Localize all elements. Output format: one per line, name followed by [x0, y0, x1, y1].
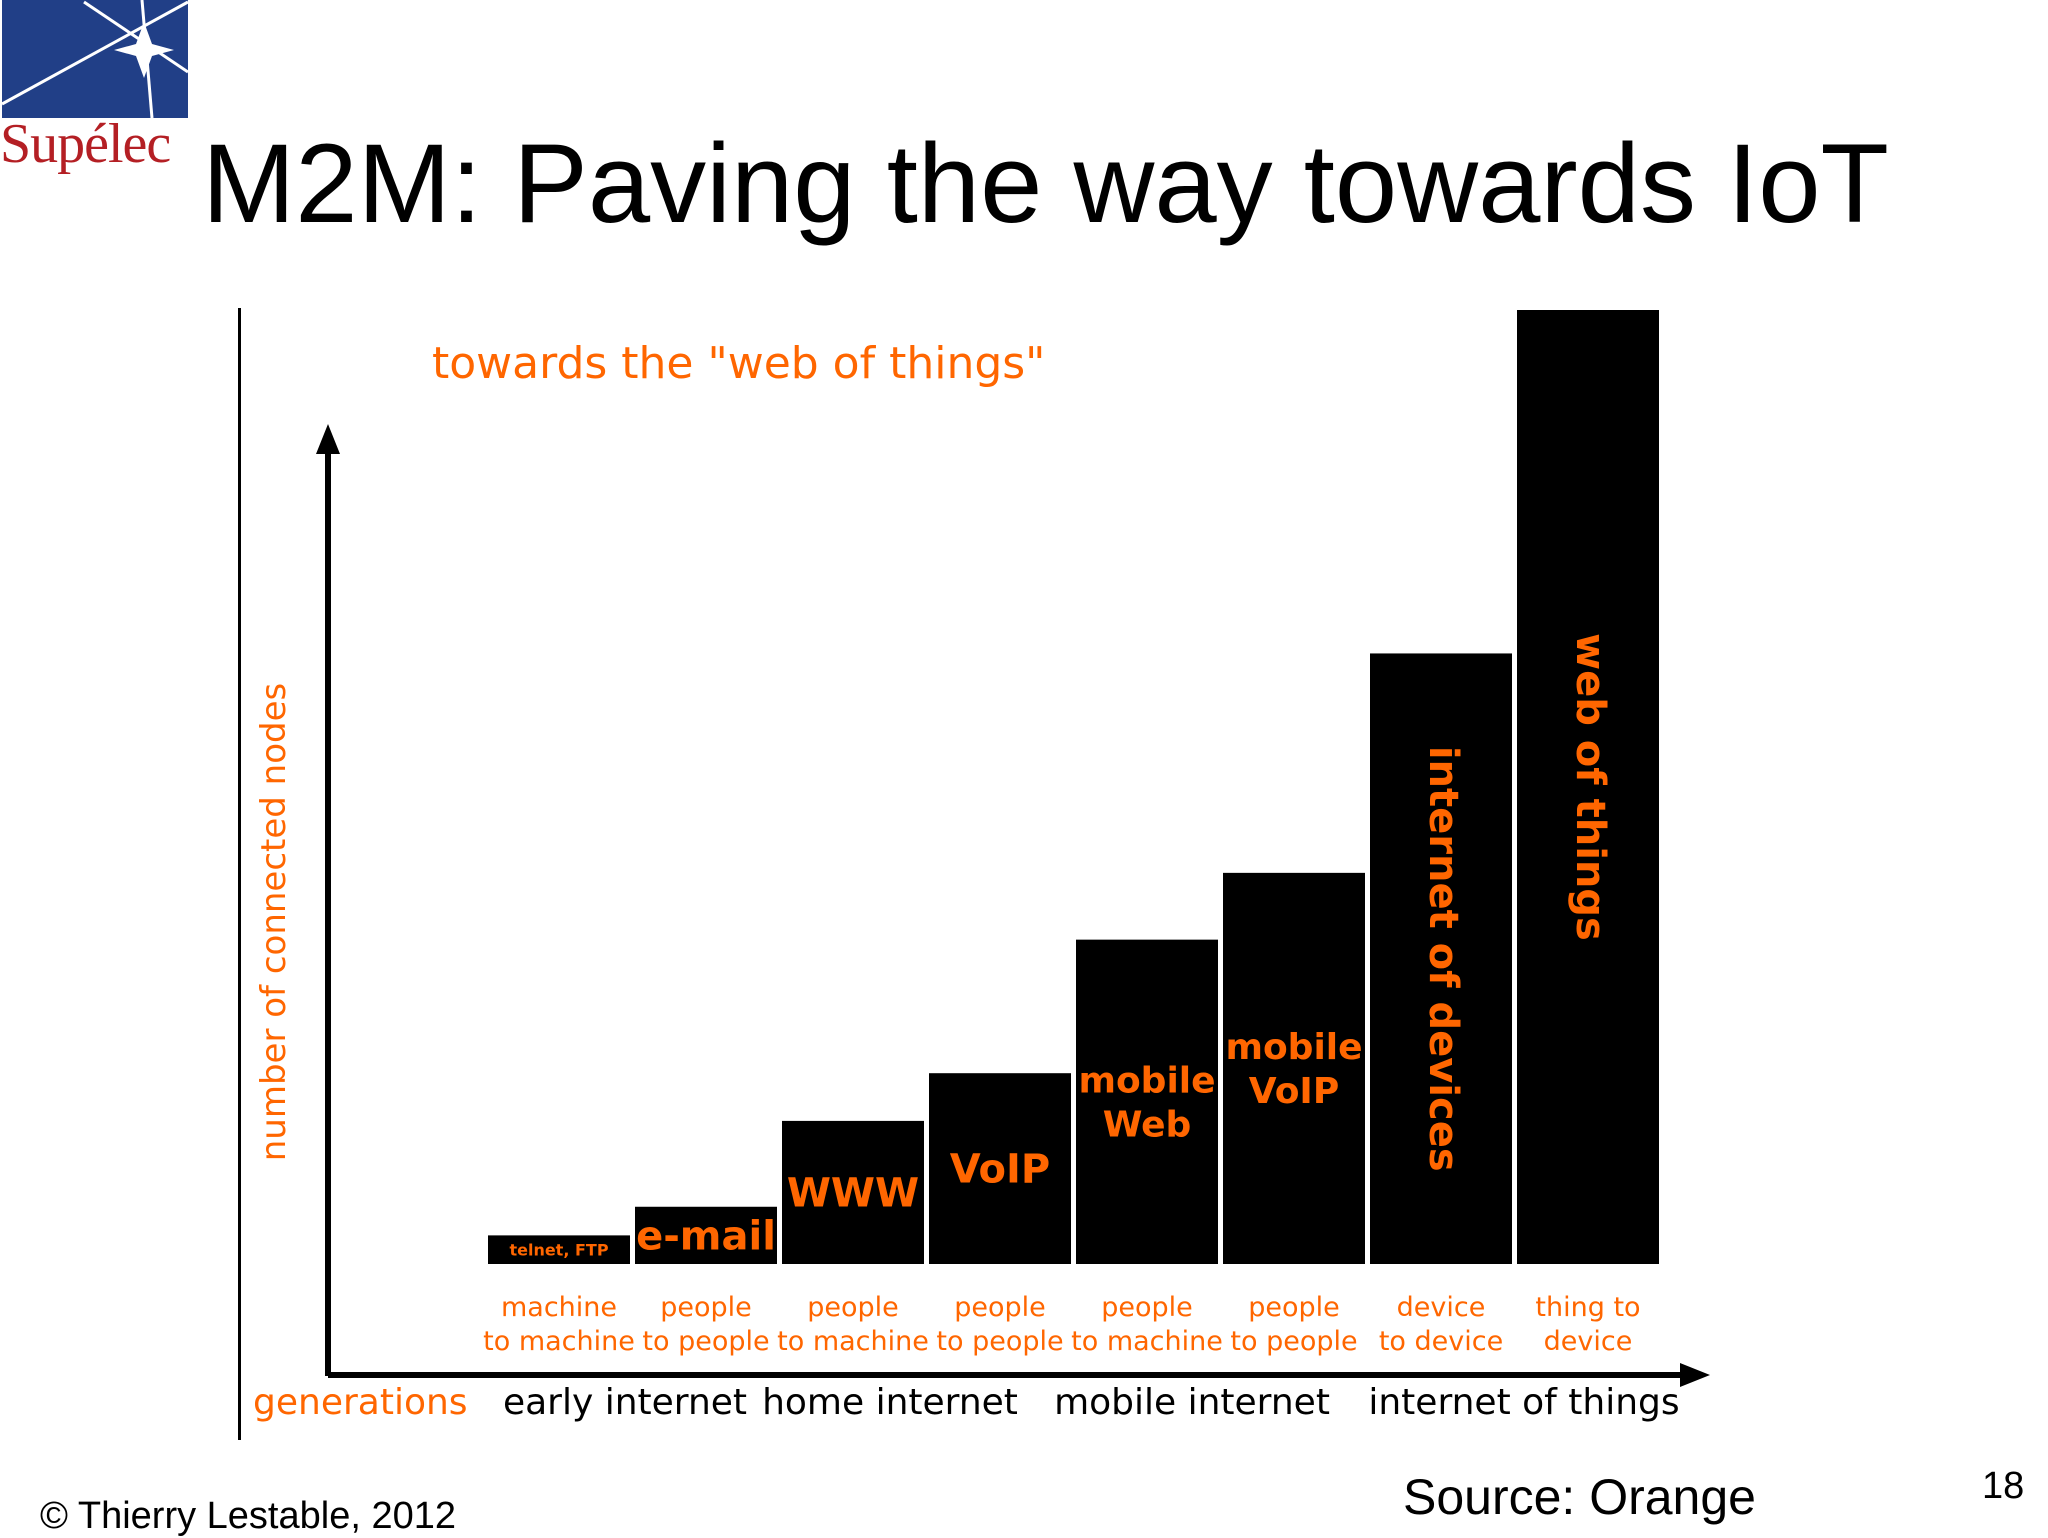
category-label-4-line-1: people — [954, 1292, 1046, 1323]
bar-2 — [635, 1206, 777, 1264]
bar-chart: towards the "web of things" number of con… — [253, 310, 1710, 1423]
bar-label-8: web of things — [1567, 633, 1613, 941]
category-label-1-line-1: machine — [501, 1292, 617, 1323]
bar-label-5-line-2: Web — [1103, 1104, 1192, 1145]
slide-title: M2M: Paving the way towards IoT — [202, 121, 1889, 246]
chart-title: towards the "web of things" — [432, 338, 1045, 389]
bar-label-6-line-2: VoIP — [1249, 1071, 1339, 1112]
bar-label-1: telnet, FTP — [509, 1241, 608, 1260]
category-label-7-line-1: device — [1397, 1292, 1486, 1323]
category-label-8-line-1: thing to — [1535, 1292, 1640, 1323]
bar-label-3-line-1: WWW — [787, 1170, 919, 1216]
category-label-6-line-1: people — [1248, 1292, 1340, 1323]
generation-label-1: early internet — [503, 1382, 747, 1423]
bar-label-7: internet of devices — [1420, 746, 1466, 1172]
category-label-4-line-2: to people — [936, 1326, 1063, 1357]
footer-copyright: © Thierry Lestable, 2012 — [40, 1495, 456, 1537]
category-label-6-line-2: to people — [1230, 1326, 1357, 1357]
generation-label-4: internet of things — [1368, 1382, 1679, 1423]
x-axis-arrowhead — [1680, 1363, 1710, 1387]
bar-label-2-line-1: e-mail — [636, 1213, 776, 1259]
bar-8 — [1517, 310, 1659, 1264]
bar-1 — [488, 1235, 630, 1264]
category-label-7-line-2: to device — [1379, 1326, 1503, 1357]
bar-5 — [1076, 939, 1218, 1264]
category-label-3-line-1: people — [807, 1292, 899, 1323]
footer-source: Source: Orange — [1403, 1469, 1756, 1525]
bar-label-4-line-1: VoIP — [950, 1147, 1050, 1193]
category-label-1-line-2: to machine — [483, 1326, 635, 1357]
generation-label-2: home internet — [762, 1382, 1018, 1423]
generation-label-3: mobile internet — [1054, 1382, 1330, 1423]
bar-3 — [782, 1120, 924, 1264]
category-label-3-line-2: to machine — [777, 1326, 929, 1357]
y-axis-arrowhead — [316, 424, 340, 454]
bar-label-5-line-1: mobile — [1078, 1060, 1215, 1101]
logo-star-icon — [2, 0, 188, 118]
slide-number: 18 — [1982, 1465, 2025, 1507]
category-label-8-line-2: device — [1544, 1326, 1633, 1357]
logo-text: Supélec — [0, 113, 171, 175]
supelec-logo: Supélec — [0, 0, 190, 190]
bar-6 — [1223, 872, 1365, 1264]
x-axis-label: generations — [253, 1382, 468, 1423]
bar-7 — [1370, 653, 1512, 1264]
left-divider-line — [238, 308, 241, 1440]
bar-4 — [929, 1073, 1071, 1264]
bar-label-6-line-1: mobile — [1225, 1027, 1362, 1068]
category-label-2-line-1: people — [660, 1292, 752, 1323]
category-label-2-line-2: to people — [642, 1326, 769, 1357]
category-label-5-line-1: people — [1101, 1292, 1193, 1323]
y-axis-label: number of connected nodes — [254, 683, 294, 1162]
category-label-5-line-2: to machine — [1071, 1326, 1223, 1357]
